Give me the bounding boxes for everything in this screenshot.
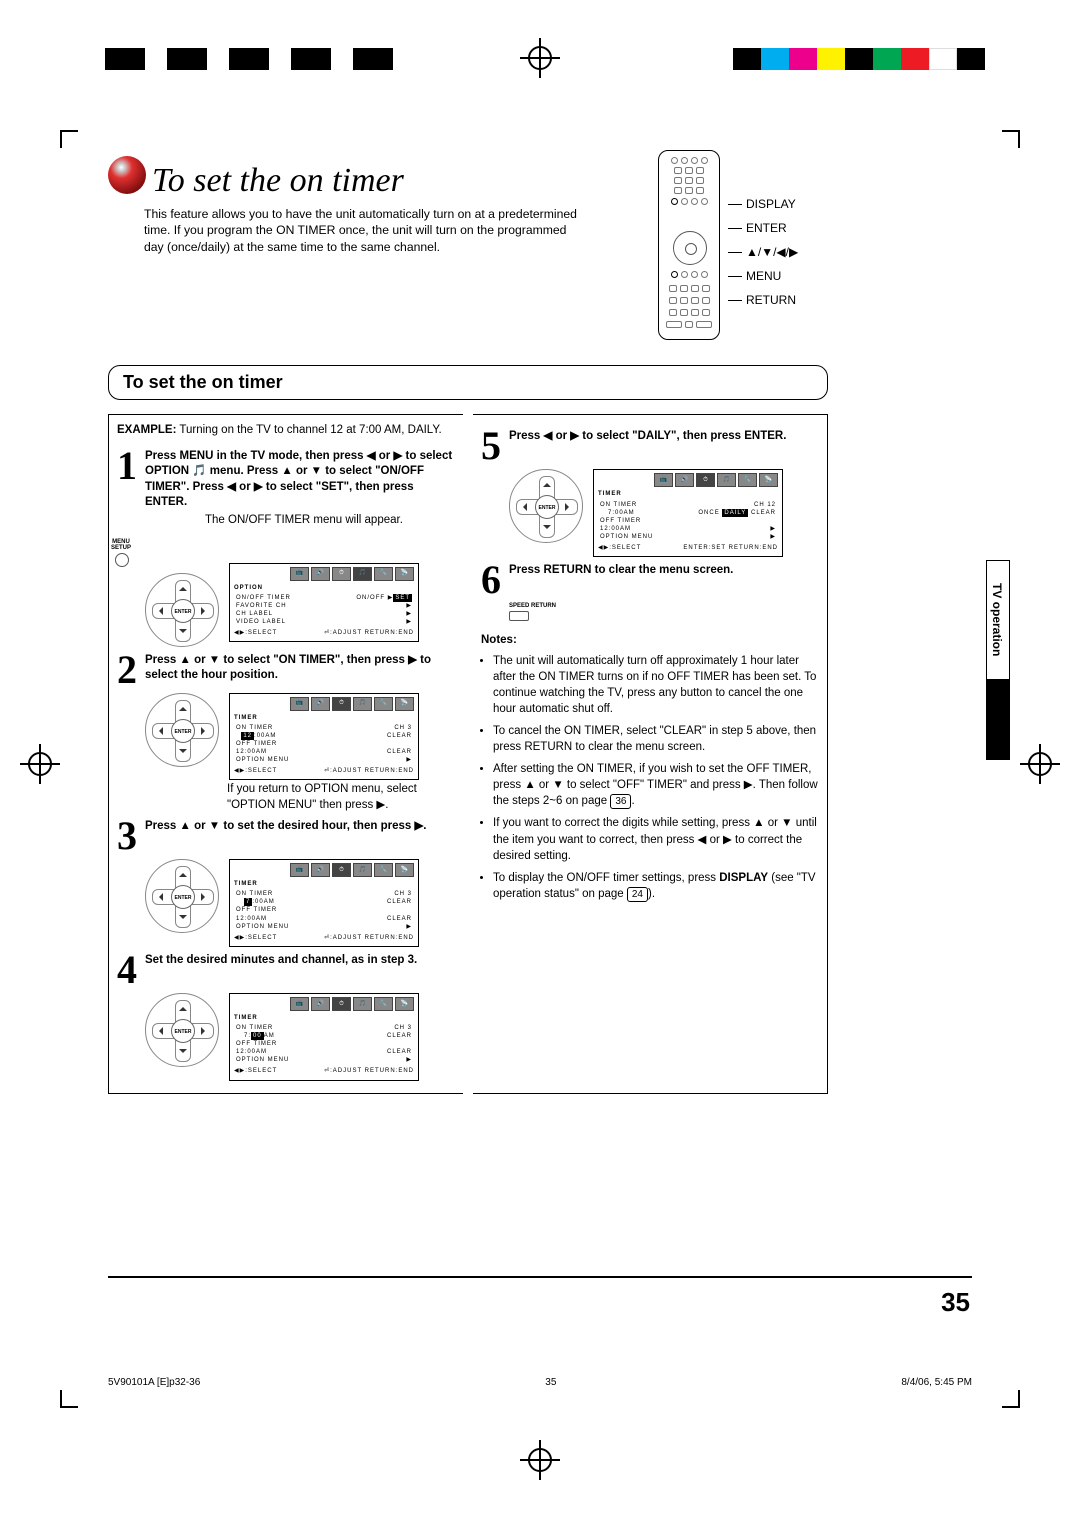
- step-2: 2 Press ▲ or ▼ to select "ON TIMER", the…: [117, 653, 455, 687]
- step-6: 6 Press RETURN to clear the menu screen.: [481, 563, 819, 597]
- callout-display: DISPLAY: [728, 198, 798, 210]
- print-footer: 5V90101A [E]p32-36 35 8/4/06, 5:45 PM: [108, 1377, 972, 1388]
- color-bar: [733, 48, 985, 70]
- note-item: The unit will automatically turn off app…: [493, 653, 819, 717]
- osd-panel-timer: 📺🔊⏱🎵🔧📡 TIMER ON TIMERCH 3 7:00AMCLEAR OF…: [229, 993, 419, 1081]
- side-tab-marker: [986, 680, 1010, 760]
- remote-diagram: DISPLAY ENTER ▲/▼/◀/▶ MENU RETURN: [658, 150, 828, 350]
- step-3: 3 Press ▲ or ▼ to set the desired hour, …: [117, 819, 455, 853]
- page-number: 35: [941, 1287, 970, 1318]
- dpad-icon: ENTER: [145, 693, 219, 767]
- notes-heading: Notes:: [481, 633, 819, 649]
- osd-panel-timer: 📺🔊⏱🎵🔧📡 TIMER ON TIMERCH 3 12:00AMCLEAR O…: [229, 693, 419, 781]
- step-2-sub: If you return to OPTION menu, select "OP…: [227, 782, 455, 813]
- column-right: 5 Press ◀ or ▶ to select "DAILY", then p…: [473, 414, 828, 1093]
- crop-mark: [1002, 130, 1020, 148]
- registration-cross-left: [20, 744, 60, 784]
- footer-page: 35: [545, 1377, 556, 1388]
- osd-panel-timer: 📺🔊⏱🎵🔧📡 TIMER ON TIMERCH 12 7:00AMONCE DA…: [593, 469, 783, 557]
- manual-page: To set the on timer This feature allows …: [0, 0, 1080, 1528]
- notes-list: The unit will automatically turn off app…: [481, 653, 819, 902]
- step-5-figure: ENTER 📺🔊⏱🎵🔧📡 TIMER ON TIMERCH 12 7:00AMO…: [509, 469, 819, 557]
- note-item: If you want to correct the digits while …: [493, 815, 819, 863]
- callout-return: RETURN: [728, 294, 798, 306]
- dpad-icon: ENTER: [145, 859, 219, 933]
- dpad-icon: ENTER: [509, 469, 583, 543]
- section-heading: To set the on timer: [108, 365, 828, 400]
- note-item: To display the ON/OFF timer settings, pr…: [493, 870, 819, 902]
- crop-mark: [1002, 1390, 1020, 1408]
- dpad-icon: ENTER: [145, 573, 219, 647]
- dpad-icon: ENTER: [145, 993, 219, 1067]
- callout-enter: ENTER: [728, 222, 798, 234]
- registration-cross-top: [520, 38, 560, 78]
- osd-panel-timer: 📺🔊⏱🎵🔧📡 TIMER ON TIMERCH 3 7:00AMCLEAR OF…: [229, 859, 419, 947]
- step-3-figure: ENTER 📺🔊⏱🎵🔧📡 TIMER ON TIMERCH 3 7:00AMCL…: [145, 859, 455, 947]
- crop-mark: [60, 130, 78, 148]
- menu-button-icon: [115, 553, 129, 567]
- callout-menu: MENU: [728, 270, 798, 282]
- speed-return-button-icon: SPEED RETURN: [509, 603, 819, 621]
- page-title: To set the on timer: [152, 162, 404, 200]
- osd-panel-option: 📺🔊⏱🎵🔧📡 OPTION ON/OFF TIMERON/OFF ▶SET FA…: [229, 563, 419, 643]
- remote-callouts: DISPLAY ENTER ▲/▼/◀/▶ MENU RETURN: [728, 150, 798, 350]
- registration-cross-right: [1020, 744, 1060, 784]
- column-left: EXAMPLE: Turning on the TV to channel 12…: [108, 414, 463, 1093]
- step-1-figure: MENU SETUP ENTER 📺🔊⏱🎵🔧📡 OPTION ON/OFF TI…: [145, 535, 455, 647]
- density-blocks: [105, 48, 393, 70]
- step-2-figure: ENTER 📺🔊⏱🎵🔧📡 TIMER ON TIMERCH 3 12:00AMC…: [145, 693, 455, 781]
- footer-doc-id: 5V90101A [E]p32-36: [108, 1377, 200, 1388]
- side-tab-tv-operation: TV operation: [986, 560, 1010, 680]
- example-text: EXAMPLE: Turning on the TV to channel 12…: [117, 423, 455, 439]
- note-item: To cancel the ON TIMER, select "CLEAR" i…: [493, 723, 819, 755]
- step-4: 4 Set the desired minutes and channel, a…: [117, 953, 455, 987]
- crop-mark: [60, 1390, 78, 1408]
- registration-bottom: [0, 1450, 1080, 1480]
- step-1: 1 Press MENU in the TV mode, then press …: [117, 449, 455, 529]
- step-5: 5 Press ◀ or ▶ to select "DAILY", then p…: [481, 429, 819, 463]
- remote-dpad-icon: [673, 231, 707, 265]
- two-column-layout: EXAMPLE: Turning on the TV to channel 12…: [108, 414, 828, 1093]
- remote-outline: [658, 150, 720, 340]
- bullet-sphere-icon: [108, 156, 146, 194]
- footer-timestamp: 8/4/06, 5:45 PM: [901, 1377, 972, 1388]
- menu-setup-label: MENU SETUP: [107, 539, 135, 551]
- callout-arrows: ▲/▼/◀/▶: [728, 246, 798, 258]
- page-rule: [108, 1276, 972, 1278]
- note-item: After setting the ON TIMER, if you wish …: [493, 761, 819, 809]
- intro-paragraph: This feature allows you to have the unit…: [144, 206, 584, 255]
- step-4-figure: ENTER 📺🔊⏱🎵🔧📡 TIMER ON TIMERCH 3 7:00AMCL…: [145, 993, 455, 1081]
